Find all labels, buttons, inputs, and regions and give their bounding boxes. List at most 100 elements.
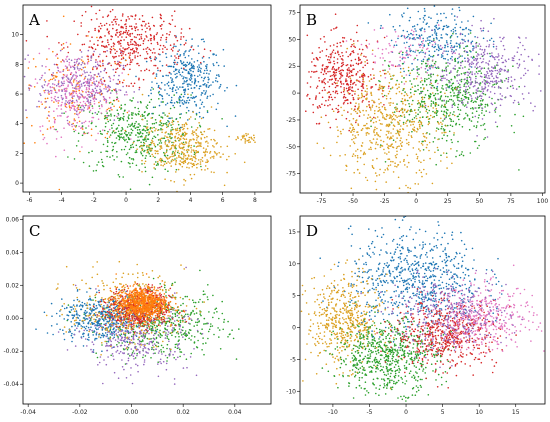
point <box>157 53 160 55</box>
point <box>49 127 52 130</box>
point <box>81 94 83 96</box>
point <box>415 117 418 120</box>
point <box>351 94 354 97</box>
point <box>155 150 158 153</box>
point <box>49 126 52 129</box>
point <box>196 134 198 137</box>
point <box>131 123 133 126</box>
point <box>413 78 415 80</box>
point <box>433 86 436 89</box>
point <box>88 82 90 85</box>
point <box>202 80 205 82</box>
point <box>71 83 73 85</box>
point <box>147 128 149 131</box>
point <box>122 117 124 119</box>
point <box>470 100 473 103</box>
point <box>411 62 413 65</box>
point <box>234 115 237 117</box>
point <box>206 95 209 98</box>
point <box>167 65 169 68</box>
point <box>114 56 116 58</box>
point <box>442 77 444 79</box>
point <box>102 76 104 79</box>
point <box>173 155 175 157</box>
point <box>69 43 72 45</box>
point <box>171 50 174 52</box>
point <box>56 91 58 94</box>
point <box>195 157 197 160</box>
point <box>164 168 166 171</box>
point <box>182 36 185 38</box>
point <box>193 325 195 327</box>
point <box>74 78 76 80</box>
point <box>329 56 332 59</box>
point <box>84 11 87 13</box>
x-tick-label: 6 <box>221 197 225 204</box>
point <box>364 153 367 155</box>
point <box>164 178 166 180</box>
point <box>504 80 506 82</box>
point <box>366 59 368 61</box>
point <box>460 80 463 83</box>
point <box>72 90 74 92</box>
point <box>394 65 397 68</box>
point <box>454 26 456 29</box>
point <box>79 79 81 82</box>
point <box>190 67 192 70</box>
point <box>101 92 104 95</box>
point <box>357 157 359 159</box>
point <box>128 156 131 159</box>
point <box>64 65 67 67</box>
point <box>469 77 472 79</box>
point <box>475 126 478 129</box>
point <box>463 118 465 120</box>
point <box>501 95 504 97</box>
point <box>112 45 115 47</box>
y-tick-label: 10 <box>11 32 19 39</box>
point <box>190 69 192 72</box>
point <box>387 124 389 127</box>
point <box>28 89 31 91</box>
point <box>337 80 339 82</box>
point <box>422 83 424 86</box>
point <box>145 48 147 50</box>
point <box>476 90 479 92</box>
y-tick-label: 4 <box>15 121 19 128</box>
point <box>401 75 403 77</box>
point <box>73 95 75 97</box>
point <box>93 50 95 53</box>
point <box>421 98 424 100</box>
point <box>310 76 312 78</box>
point <box>157 69 159 72</box>
point <box>82 109 85 111</box>
point <box>126 134 129 136</box>
point <box>108 136 111 138</box>
point <box>182 64 185 66</box>
point <box>174 343 177 346</box>
point <box>486 52 489 55</box>
point <box>55 55 57 57</box>
point <box>397 164 400 166</box>
point <box>218 152 220 154</box>
point <box>327 91 330 93</box>
point <box>396 153 398 156</box>
point <box>170 144 173 147</box>
point <box>379 168 381 171</box>
point <box>183 52 185 55</box>
point <box>200 103 203 105</box>
point <box>354 105 357 108</box>
point <box>325 48 328 51</box>
point <box>445 62 448 64</box>
point <box>482 27 485 30</box>
point <box>519 41 521 44</box>
point <box>389 44 391 47</box>
point <box>314 98 317 100</box>
point <box>436 21 439 24</box>
point <box>117 41 119 43</box>
point <box>498 55 500 57</box>
point <box>485 76 487 79</box>
point <box>75 77 78 79</box>
point <box>441 69 444 71</box>
point <box>449 57 452 60</box>
point <box>46 142 48 145</box>
